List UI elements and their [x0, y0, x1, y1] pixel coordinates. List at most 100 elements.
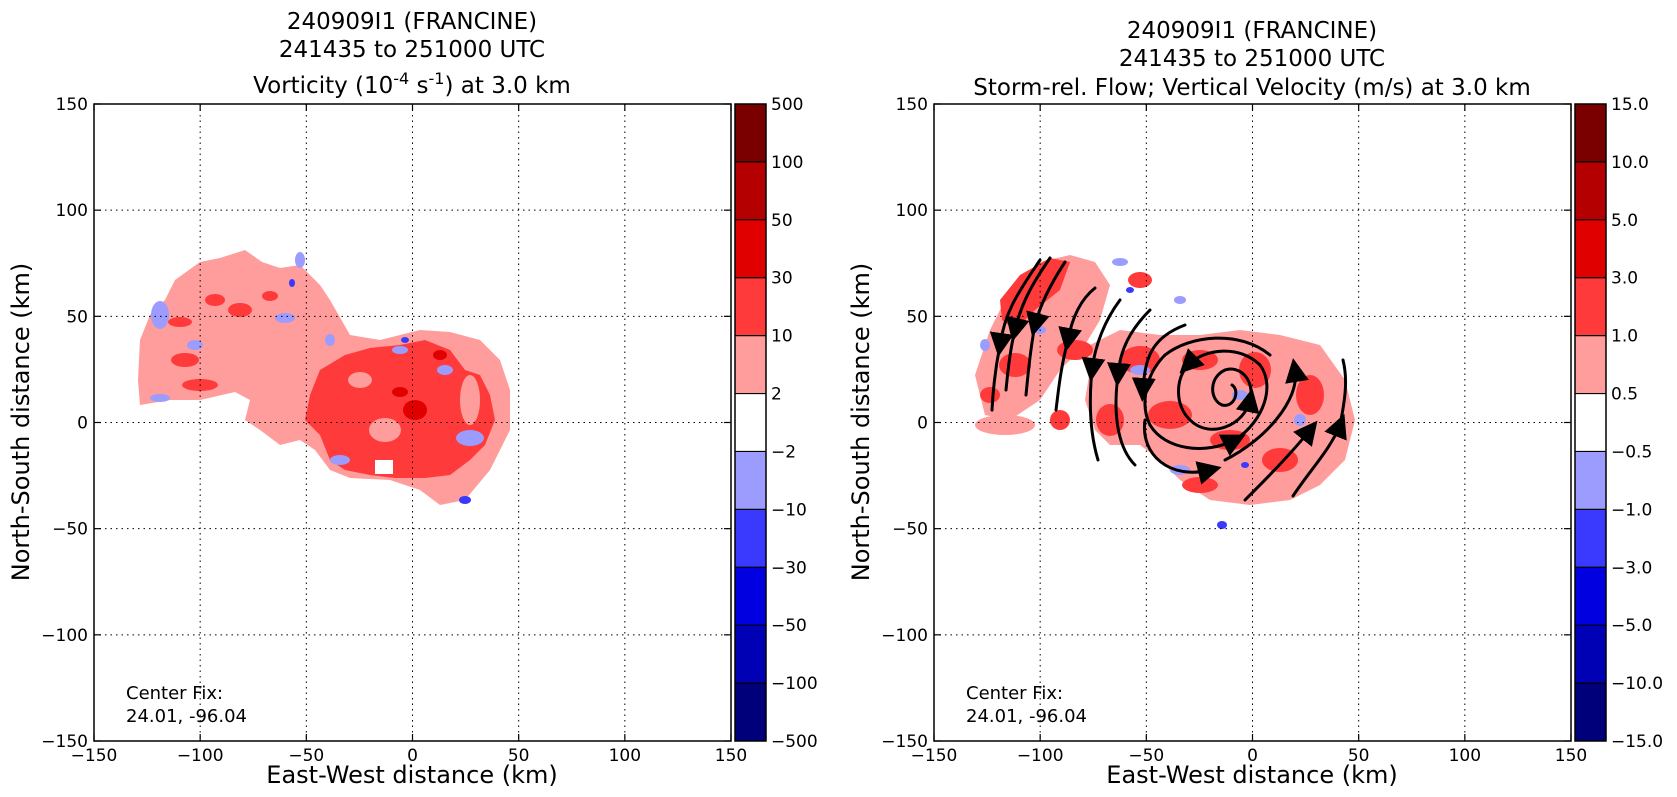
colorbar-tick-label: 15.0 [1611, 95, 1649, 115]
w-field-light-blue [1294, 414, 1306, 426]
streamline [1163, 336, 1272, 357]
colorbar-tick-label: −1.0 [1611, 500, 1652, 520]
chart2-center-fix-value: 24.01, -96.04 [966, 706, 1087, 727]
x-tick-label: 150 [1555, 746, 1587, 766]
colorbar-swatch [1575, 335, 1606, 394]
colorbar-swatch [1575, 104, 1606, 162]
x-tick-label: −150 [71, 746, 118, 766]
streamline [1114, 373, 1137, 467]
storm-relative-streamlines [989, 256, 1348, 502]
colorbar-tick-label: 10.0 [1611, 153, 1649, 173]
y-tick-label: −150 [41, 732, 88, 752]
x-tick-label: −50 [288, 746, 324, 766]
streamline [1291, 413, 1347, 498]
vorticity-field [138, 250, 510, 505]
colorbar-tick-label: 1.0 [1611, 327, 1638, 347]
colorbar-swatch [735, 393, 766, 452]
w-field-light-pink [975, 415, 1035, 435]
colorbar-tick-label: 100 [771, 153, 803, 173]
colorbar-tick-label: 30 [771, 269, 793, 289]
colorbar-frame [734, 103, 767, 742]
vort-field-light-blue [275, 313, 295, 323]
vort-field-light-blue [295, 252, 305, 268]
chart1-axes: −150 −100 −50 0 50 100 150 −150 −100 −50 0 50 100 150 [41, 95, 747, 766]
colorbar-swatch [1575, 683, 1606, 741]
streamline [1131, 323, 1187, 402]
vort-field-dark-red [403, 400, 427, 420]
y-tick-label: 50 [906, 307, 928, 327]
chart2-axes: −150 −100 −50 0 50 100 150 −150 −100 −50 0 50 100 150 [881, 95, 1587, 766]
colorbar-tick-label: −10.0 [1611, 674, 1663, 694]
colorbar-tick-label: 10 [771, 327, 793, 347]
x-tick-label: −50 [1128, 746, 1164, 766]
vort-field-blue [289, 279, 295, 287]
colorbar-swatch [735, 451, 766, 510]
colorbar-swatch [735, 104, 766, 162]
w-field-red [1050, 410, 1070, 430]
streamline [1026, 260, 1067, 337]
streamline [1006, 256, 1052, 342]
vort-field-white-hole [375, 460, 393, 474]
chart1-center-fix-label: Center Fix: [126, 683, 223, 704]
colorbar-tick-label: −0.5 [1611, 442, 1652, 462]
streamline [1243, 420, 1318, 502]
vertical-velocity-panel: 240909I1 (FRANCINE) 241435 to 251000 UTC… [847, 18, 1663, 789]
y-tick-label: 50 [66, 307, 88, 327]
w-field-blue [1241, 462, 1249, 468]
streamline [1233, 363, 1269, 442]
colorbar-swatch [735, 335, 766, 394]
y-tick-label: −50 [52, 520, 88, 540]
vort-field-red-blob [168, 317, 192, 327]
colorbar-tick-label: −5.0 [1611, 616, 1652, 636]
colorbar-tick-label: −100 [771, 674, 818, 694]
x-tick-label: 0 [407, 746, 418, 766]
colorbar-tick-label: −15.0 [1611, 732, 1663, 752]
colorbar-swatch [735, 161, 766, 220]
streamline [1188, 388, 1260, 431]
y-tick-label: −100 [881, 626, 928, 646]
colorbar-tick-label: 500 [771, 95, 803, 115]
vort-field-red-blob [262, 291, 278, 301]
colorbar-swatch [1575, 625, 1606, 684]
colorbar-tick-label: −10 [771, 500, 807, 520]
x-tick-label: −100 [1017, 746, 1064, 766]
streamline [1004, 328, 1017, 392]
x-tick-label: 100 [609, 746, 641, 766]
streamline [1148, 423, 1246, 457]
streamline [1223, 367, 1253, 402]
streamline [1058, 286, 1097, 352]
colorbar-swatch [1575, 219, 1606, 278]
streamline [1142, 418, 1222, 485]
vort-field-dark-red [433, 350, 447, 360]
w-field-red [1296, 375, 1324, 415]
vort-field-light-blue [456, 430, 484, 446]
colorbar-tick-label: 2 [771, 385, 782, 405]
y-tick-label: 0 [77, 414, 88, 434]
w-field-blue [1217, 521, 1227, 529]
y-tick-label: −100 [41, 626, 88, 646]
streamline [989, 258, 1042, 357]
streamline [1211, 368, 1227, 407]
y-tick-label: 150 [896, 95, 928, 115]
vort-field-dark-red [392, 387, 408, 397]
colorbar-tick-label: −2 [771, 442, 796, 462]
colorbar-swatch [735, 567, 766, 626]
vort-field-pink-patch [369, 418, 401, 442]
colorbar-swatch [735, 219, 766, 278]
streamline [1054, 338, 1070, 412]
streamline [1106, 308, 1152, 387]
colorbar-tick-label: 3.0 [1611, 269, 1638, 289]
chart1-title-post: ) at 3.0 km [444, 73, 570, 99]
w-field-red [999, 353, 1031, 377]
streamline [1088, 368, 1100, 462]
x-tick-label: 150 [715, 746, 747, 766]
w-field-red [980, 387, 1000, 403]
streamline [1177, 363, 1192, 422]
x-tick-label: −150 [911, 746, 958, 766]
vort-field-pink-patch [348, 372, 372, 388]
vorticity-panel: 240909I1 (FRANCINE) 241435 to 251000 UTC… [7, 9, 818, 789]
colorbar-swatch [1575, 509, 1606, 568]
chart1-title-line1: 240909I1 (FRANCINE) [287, 9, 537, 35]
colorbar-tick-label: 5.0 [1611, 211, 1638, 231]
vort-field-red-blob [228, 303, 252, 317]
